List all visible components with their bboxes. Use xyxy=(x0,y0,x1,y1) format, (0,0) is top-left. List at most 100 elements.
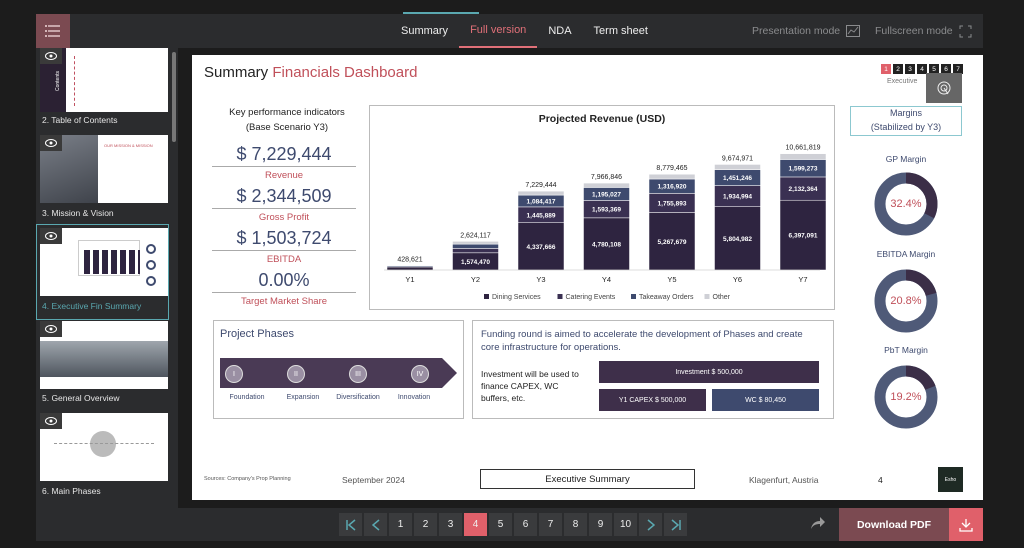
kpi-ebitda-value: $ 1,503,724 xyxy=(236,228,332,248)
thumb-general-overview[interactable] xyxy=(40,321,168,389)
ebitda-margin-donut xyxy=(874,269,938,333)
bar-other xyxy=(779,153,827,160)
fullscreen-mode-button[interactable]: Fullscreen mode xyxy=(875,14,972,48)
bar-data-label: 1,316,920 xyxy=(658,184,687,191)
bar-other xyxy=(452,241,499,245)
tab-full-version[interactable]: Full version xyxy=(459,14,538,48)
phase-2-numeral: II xyxy=(287,365,305,383)
share-button[interactable] xyxy=(810,516,826,535)
slide-sidebar: Contents 2. Table of Contents OUR MISSIO… xyxy=(36,48,178,508)
top-bar xyxy=(36,14,983,48)
touch-button[interactable] xyxy=(926,73,962,103)
list-icon xyxy=(45,25,60,37)
bar-dining-services xyxy=(583,217,630,271)
chart-icon xyxy=(846,25,861,37)
page-7-button[interactable]: 7 xyxy=(539,513,562,536)
kpi-title-1: Key performance indicators xyxy=(229,107,345,118)
phase-3-label: Diversification xyxy=(336,394,380,401)
page-6-button[interactable]: 6 xyxy=(514,513,537,536)
page-8-button[interactable]: 8 xyxy=(564,513,587,536)
kpi-gross-profit-value: $ 2,344,509 xyxy=(236,186,332,206)
expand-icon xyxy=(959,25,972,37)
next-page-button[interactable] xyxy=(639,513,662,536)
invest-total-box: Investment $ 500,000 xyxy=(599,361,819,383)
kpi-divider xyxy=(212,208,356,209)
thumb-mission-text: OUR MISSION & MISSION xyxy=(104,143,153,148)
first-page-button[interactable] xyxy=(339,513,362,536)
bar-data-label: 4,780,108 xyxy=(592,241,621,248)
mini-nav-1[interactable]: 1 xyxy=(881,64,891,74)
page-10-button[interactable]: 10 xyxy=(614,513,637,536)
invest-wc-box: WC $ 80,450 xyxy=(712,389,819,411)
kpi-ebitda-label: EBITDA xyxy=(266,254,302,265)
chevron-left-icon xyxy=(371,518,379,531)
mini-nav-7[interactable]: 7 xyxy=(953,64,963,74)
bar-total-label: 7,229,444 xyxy=(525,182,556,189)
page-1-button[interactable]: 1 xyxy=(389,513,412,536)
presentation-mode-label: Presentation mode xyxy=(752,25,841,37)
bar-data-label: 1,755,893 xyxy=(658,200,687,207)
page-4-button[interactable]: 4 xyxy=(464,513,487,536)
thumb-table-of-contents[interactable]: Contents xyxy=(40,48,168,112)
slide-title-b: Financials Dashboard xyxy=(272,64,418,81)
legend-label: Takeaway Orders xyxy=(639,294,694,301)
download-icon xyxy=(959,518,973,532)
presentation-mode-button[interactable]: Presentation mode xyxy=(752,14,861,48)
bar-catering-events xyxy=(452,248,499,254)
menu-button[interactable] xyxy=(36,14,70,48)
page-3-button[interactable]: 3 xyxy=(439,513,462,536)
tab-term-sheet[interactable]: Term sheet xyxy=(593,25,648,37)
page-9-button[interactable]: 9 xyxy=(589,513,612,536)
download-pdf-button[interactable]: Download PDF xyxy=(839,508,949,541)
mini-nav-2[interactable]: 2 xyxy=(893,64,903,74)
tab-nda[interactable]: NDA xyxy=(548,25,572,37)
thumb-mission-vision[interactable]: OUR MISSION & MISSION xyxy=(40,135,168,203)
legend-swatch xyxy=(704,294,710,299)
revenue-chart-frame: Projected Revenue (USD) 428,621 Y1 1,574,47… xyxy=(369,105,835,310)
slide-canvas: Summary Financials Dashboard 1 2 3 4 5 6… xyxy=(192,55,983,500)
mini-nav-6[interactable]: 6 xyxy=(941,64,951,74)
last-page-button[interactable] xyxy=(664,513,687,536)
eye-icon xyxy=(40,321,62,337)
kpi-revenue-value: $ 7,229,444 xyxy=(236,144,332,164)
page-5-button[interactable]: 5 xyxy=(489,513,512,536)
x-tick-label: Y7 xyxy=(798,275,807,284)
bar-dining-services xyxy=(648,212,696,271)
pbt-margin-value: 19.2% xyxy=(890,391,922,403)
bar-data-label: 6,397,091 xyxy=(789,233,818,240)
donut-fill xyxy=(874,269,938,333)
footer-place: Klagenfurt, Austria xyxy=(749,475,819,485)
thumb-executive-fin-summary[interactable] xyxy=(40,228,168,296)
bar-total-label: 9,674,971 xyxy=(722,155,753,162)
x-tick-label: Y1 xyxy=(405,275,414,284)
mini-nav-4[interactable]: 4 xyxy=(917,64,927,74)
sidebar-item-label: 3. Mission & Vision xyxy=(42,208,114,218)
mini-nav-5[interactable]: 5 xyxy=(929,64,939,74)
kpi-gross-profit-label: Gross Profit xyxy=(258,212,310,223)
sidebar-item-label: 4. Executive Fin Summary xyxy=(42,301,142,311)
revenue-chart: Projected Revenue (USD) 428,621 Y1 1,574,47… xyxy=(384,113,827,301)
bar-data-label: 1,599,273 xyxy=(789,166,818,173)
phases-arrow xyxy=(220,358,457,388)
bar-dining-services xyxy=(386,266,434,271)
funding-text-1: Funding round is aimed to accelerate the… xyxy=(481,329,803,340)
margins-title-1: Margins xyxy=(889,108,922,118)
sidebar-item-label: 6. Main Phases xyxy=(42,486,101,496)
prev-page-button[interactable] xyxy=(364,513,387,536)
download-icon-button[interactable] xyxy=(949,508,983,541)
legend-swatch xyxy=(631,294,636,299)
chart-title: Projected Revenue (USD) xyxy=(539,113,666,125)
bar-total-label: 2,624,117 xyxy=(460,232,491,239)
sidebar-scrollbar[interactable] xyxy=(172,52,176,142)
legend-label: Dining Services xyxy=(492,294,541,301)
kpi-market-share-label: Target Market Share xyxy=(240,296,328,307)
pbt-margin-donut xyxy=(874,365,938,429)
bar-data-label: 5,804,982 xyxy=(723,236,752,243)
active-thumb-frame xyxy=(36,224,169,320)
page-2-button[interactable]: 2 xyxy=(414,513,437,536)
donut-fill xyxy=(874,172,938,236)
tab-summary[interactable]: Summary xyxy=(401,25,449,37)
bar-data-label: 1,445,889 xyxy=(527,212,556,219)
thumb-main-phases[interactable] xyxy=(40,413,168,481)
mini-nav-3[interactable]: 3 xyxy=(905,64,915,74)
